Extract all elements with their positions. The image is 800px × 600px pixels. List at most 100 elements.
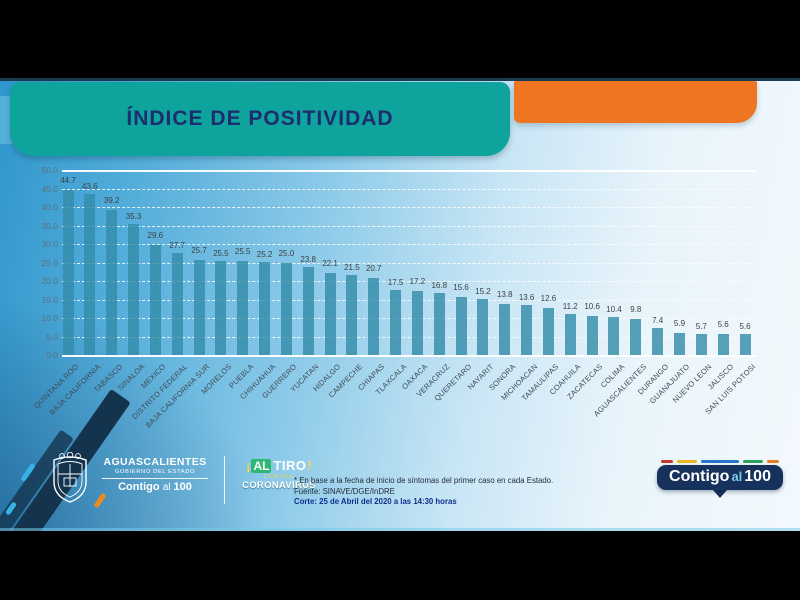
- y-axis-tick-label: 50.0: [41, 165, 58, 175]
- y-axis-tick-label: 5.0: [46, 331, 58, 342]
- slogan-contigo: Contigo: [118, 481, 160, 493]
- bar-guanajuato: [673, 333, 685, 355]
- bar-value-label: 27.7: [169, 240, 185, 250]
- bar-value-label: 44.7: [60, 175, 76, 185]
- bubble-dash: [743, 460, 763, 463]
- page-title: ÍNDICE DE POSITIVIDAD: [126, 107, 394, 130]
- bar-value-label: 9.8: [630, 304, 642, 314]
- bar-chiapas: [368, 278, 380, 355]
- bar-value-label: 29.6: [147, 231, 164, 241]
- bar-queretaro: [455, 297, 467, 355]
- bar-value-label: 11.2: [562, 301, 578, 311]
- bar-coahuila: [564, 313, 576, 355]
- al-tiro-coronavirus-logo: ¡ AL TIRO ! CONTRA CORONAVIRUS: [236, 458, 322, 491]
- al-tiro-contra: CONTRA: [263, 474, 295, 480]
- al-tiro-row: ¡ AL TIRO !: [236, 458, 322, 473]
- bar-value-label: 25.0: [278, 248, 295, 258]
- bubble-dash: [661, 460, 673, 463]
- slide-background: ÍNDICE DE POSITIVIDAD 0.0 5.0 10.0 15.0 20.0…: [0, 78, 800, 531]
- bar-value-label: 25.5: [234, 246, 251, 256]
- bar-value-label: 17.5: [387, 278, 404, 288]
- bubble-tail: [713, 490, 727, 498]
- exclamation-open: ¡: [246, 458, 251, 473]
- bar-value-label: 21.5: [344, 263, 360, 273]
- al-tiro-al: AL: [251, 458, 272, 473]
- bar-sonora: [499, 303, 511, 355]
- bubble-al: al: [731, 469, 743, 484]
- bar-mexico: [149, 245, 161, 355]
- gridline: [62, 188, 756, 190]
- bar-chihuahua: [259, 261, 271, 355]
- bar-zacatecas: [586, 315, 598, 355]
- gridline: [62, 207, 756, 208]
- bar-value-label: 10.4: [606, 304, 622, 314]
- gridline: [62, 336, 756, 338]
- bar-value-label: 35.3: [125, 212, 142, 222]
- bar-value-label: 13.8: [496, 289, 513, 299]
- bar-yucatan: [302, 266, 314, 355]
- bubble-100: 100: [744, 468, 771, 485]
- bar-durango: [652, 327, 664, 355]
- state-government-logo: AGUASCALIENTES GOBIERNO DEL ESTADO Conti…: [96, 456, 214, 493]
- al-tiro-tiro: TIRO: [273, 458, 307, 473]
- bar-nayarit: [477, 298, 489, 355]
- y-axis-tick-label: 40.0: [41, 202, 58, 212]
- bar-value-label: 15.6: [453, 283, 469, 293]
- gridline: [62, 355, 756, 357]
- bar-value-label: 43.6: [82, 181, 98, 191]
- slogan-al: al: [162, 482, 171, 493]
- bar-oaxaca: [411, 291, 423, 355]
- bar-baja-california: [84, 193, 96, 355]
- divider: [102, 478, 208, 479]
- y-axis-tick-label: 35.0: [41, 220, 58, 231]
- source-notes: * En base a la fecha de inicio de síntom…: [294, 476, 594, 508]
- bar-value-label: 17.2: [409, 277, 426, 287]
- bar-value-label: 5.6: [717, 320, 729, 330]
- header-orange-accent: [514, 81, 757, 123]
- top-accent-line: [0, 78, 800, 81]
- exclamation-close: !: [307, 458, 312, 473]
- coat-of-arms-icon: [53, 452, 87, 503]
- bar-hidalgo: [324, 273, 336, 355]
- y-axis-tick-label: 15.0: [41, 294, 58, 305]
- bar-value-label: 23.8: [300, 254, 316, 264]
- slogan-100: 100: [173, 481, 192, 493]
- state-slogan: Contigo al 100: [96, 481, 214, 493]
- bar-michoacan: [521, 304, 533, 355]
- footer: AGUASCALIENTES GOBIERNO DEL ESTADO Conti…: [0, 446, 800, 528]
- bubble-dash: [677, 460, 697, 463]
- bar-tamaulipas: [542, 308, 554, 355]
- bar-aguascalientes: [630, 318, 642, 355]
- bottom-accent-strip: [0, 528, 800, 531]
- gridline: [62, 244, 756, 245]
- bar-value-label: 22.1: [322, 259, 338, 269]
- bar-san-luis-potosi: [739, 334, 751, 355]
- y-axis-tick-label: 20.0: [41, 276, 58, 286]
- bar-value-label: 16.8: [431, 280, 448, 290]
- bar-tabasco: [106, 209, 118, 355]
- bar-value-label: 13.6: [518, 292, 535, 302]
- bubble-dash: [767, 460, 779, 463]
- y-axis-tick-label: 30.0: [41, 239, 58, 249]
- gridline: [62, 281, 756, 282]
- bar-value-label: 15.2: [475, 286, 491, 296]
- bar-value-label: 12.6: [540, 294, 557, 304]
- bar-value-label: 25.2: [256, 249, 273, 259]
- bar-puebla: [237, 260, 249, 355]
- bubble-dash: [701, 460, 739, 463]
- title-banner: ÍNDICE DE POSITIVIDAD: [10, 82, 510, 156]
- bar-value-label: 10.6: [584, 301, 600, 311]
- bar-value-label: 5.9: [673, 319, 686, 329]
- note-source: Fuente: SINAVE/DGE/InDRE: [294, 486, 395, 496]
- bar-baja-california-sur: [193, 259, 205, 355]
- bar-morelos: [215, 260, 227, 355]
- state-subtitle: GOBIERNO DEL ESTADO: [114, 469, 196, 475]
- bar-jalisco: [717, 334, 729, 355]
- y-axis-tick-label: 0.0: [46, 350, 58, 360]
- bar-value-label: 39.2: [103, 195, 120, 205]
- bar-value-label: 25.5: [213, 248, 229, 258]
- note-cutoff-date: Corte: 25 de Abril del 2020 a las 14:30 …: [294, 497, 457, 507]
- bar-value-label: 5.7: [695, 321, 707, 331]
- y-axis-tick-label: 45.0: [41, 183, 58, 194]
